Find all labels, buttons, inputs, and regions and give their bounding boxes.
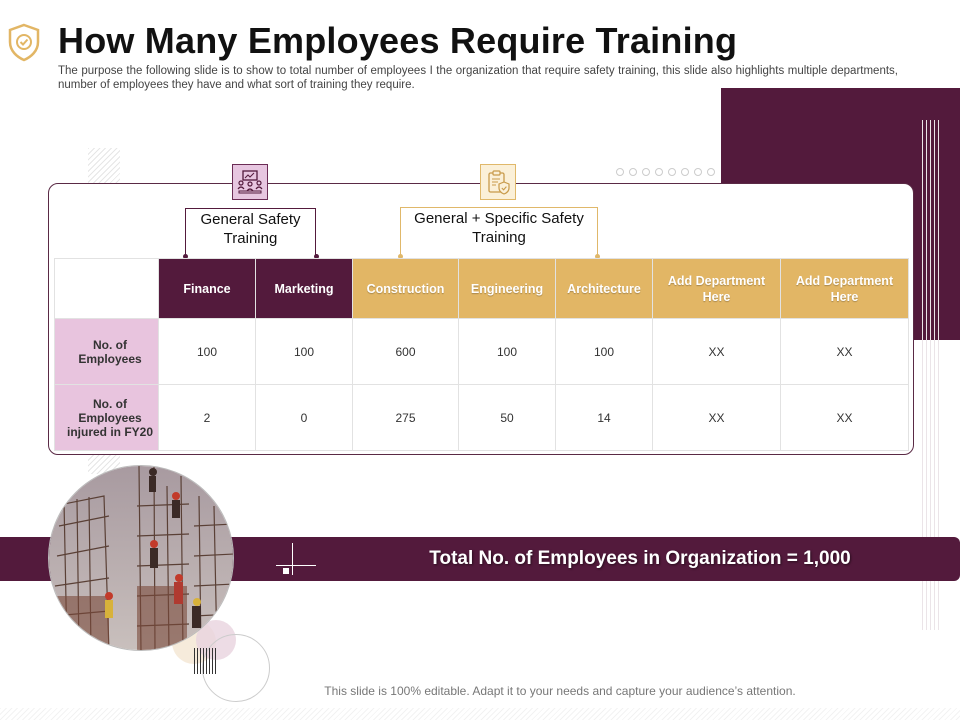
table-cell: 100 — [555, 318, 653, 385]
decorative-hatch — [0, 708, 960, 720]
table-header-row: Finance Marketing Construction Engineeri… — [54, 258, 909, 319]
clipboard-shield-icon — [480, 164, 516, 200]
table-corner — [54, 258, 159, 319]
table-cell: XX — [780, 318, 909, 385]
page-title: How Many Employees Require Training — [58, 20, 738, 61]
general-specific-training-bracket — [400, 207, 598, 258]
decorative-barcode — [194, 648, 216, 674]
table-cell: 0 — [255, 384, 353, 451]
table-cell: 600 — [352, 318, 459, 385]
bracket-dot — [314, 254, 319, 259]
construction-workers-photo — [48, 465, 234, 651]
footer-note: This slide is 100% editable. Adapt it to… — [324, 684, 796, 698]
bracket-dot — [183, 254, 188, 259]
table-row: No. of Employees 100 100 600 100 100 XX … — [54, 318, 909, 385]
people-training-icon — [232, 164, 268, 200]
bracket-dot — [398, 254, 403, 259]
column-header: Construction — [352, 258, 459, 319]
table-cell: 50 — [458, 384, 556, 451]
row-header: No. of Employees injured in FY20 — [54, 384, 159, 451]
training-table: Finance Marketing Construction Engineeri… — [54, 258, 909, 451]
row-header: No. of Employees — [54, 318, 159, 385]
decorative-crosshair — [276, 565, 316, 566]
general-training-bracket — [185, 208, 316, 258]
decorative-hatch — [88, 148, 120, 184]
decorative-crosshair — [283, 568, 289, 574]
table-cell: XX — [652, 384, 781, 451]
bracket-dot — [595, 254, 600, 259]
table-cell: XX — [780, 384, 909, 451]
table-cell: 100 — [458, 318, 556, 385]
table-cell: 275 — [352, 384, 459, 451]
decorative-crosshair — [292, 543, 293, 575]
table-cell: 100 — [255, 318, 353, 385]
shield-icon — [6, 22, 42, 62]
decorative-dots — [616, 168, 715, 176]
general-specific-training-label: General + Specific Safety Training — [408, 209, 590, 247]
column-header: Architecture — [555, 258, 653, 319]
table-row: No. of Employees injured in FY20 2 0 275… — [54, 384, 909, 451]
table-cell: 2 — [158, 384, 256, 451]
table-cell: XX — [652, 318, 781, 385]
general-training-label: General Safety Training — [186, 210, 315, 248]
page-description: The purpose the following slide is to sh… — [58, 65, 898, 91]
column-header: Finance — [158, 258, 256, 319]
column-header: Marketing — [255, 258, 353, 319]
column-header: Add Department Here — [652, 258, 781, 319]
decorative-lines — [922, 120, 942, 630]
table-cell: 100 — [158, 318, 256, 385]
total-employees-text: Total No. of Employees in Organization =… — [429, 548, 851, 569]
column-header: Engineering — [458, 258, 556, 319]
table-cell: 14 — [555, 384, 653, 451]
column-header: Add Department Here — [780, 258, 909, 319]
